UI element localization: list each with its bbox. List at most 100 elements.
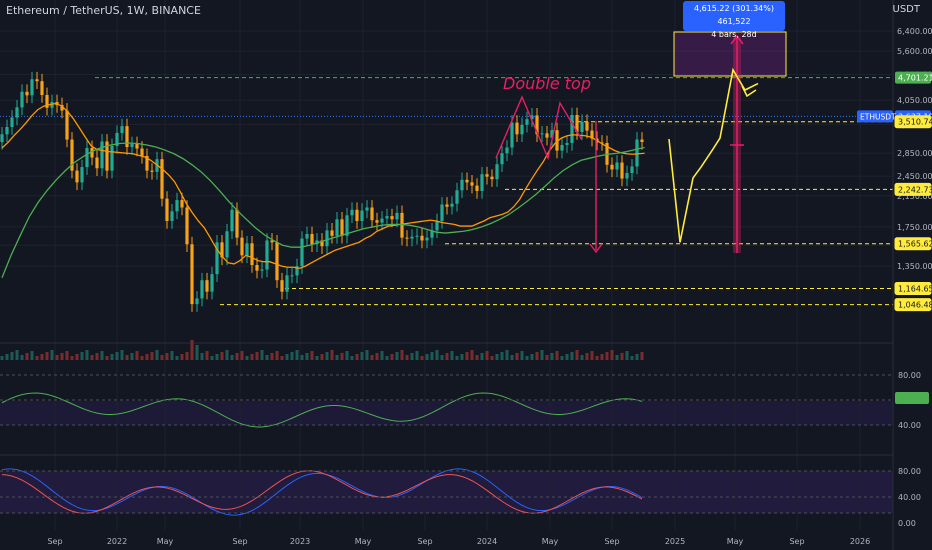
candle-body — [600, 142, 604, 144]
candle-body — [285, 275, 289, 292]
candle-body — [350, 209, 354, 216]
candle-body — [400, 212, 404, 238]
projection-path — [668, 67, 759, 243]
candle-body — [205, 280, 209, 292]
price-label-fill — [895, 282, 931, 295]
volume-bar — [135, 351, 139, 360]
volume-bar — [90, 355, 94, 360]
volume-bar — [25, 353, 29, 360]
candle-body — [610, 164, 614, 170]
volume-bar — [125, 355, 129, 360]
candle-body — [250, 243, 254, 266]
candle-body — [240, 237, 244, 256]
candle-body — [180, 200, 184, 208]
volume-bar — [255, 352, 259, 360]
candle-body — [515, 122, 519, 135]
volume-bar — [595, 356, 599, 360]
candle-body — [295, 266, 299, 276]
candle-body — [455, 190, 459, 204]
volume-bar — [455, 356, 459, 360]
candle-body — [385, 216, 389, 219]
volume-bar — [590, 351, 594, 360]
volume-bars — [0, 340, 644, 360]
candle-body — [95, 157, 99, 169]
candle-body — [130, 143, 134, 147]
candle-body — [50, 102, 54, 108]
candle-body — [325, 230, 329, 247]
volume-bar — [530, 354, 534, 360]
candle-body — [345, 215, 349, 236]
candle-body — [460, 179, 464, 191]
volume-bar — [280, 356, 284, 360]
volume-bar — [640, 352, 644, 360]
candle-body — [510, 122, 514, 148]
candle-body — [570, 115, 574, 143]
candle-body — [440, 204, 444, 221]
candle-body — [90, 148, 94, 158]
volume-bar — [610, 350, 614, 360]
candle-body — [140, 148, 144, 156]
volume-bar — [635, 354, 639, 360]
candle-body — [45, 94, 49, 108]
volume-bar — [575, 350, 579, 360]
candle-body — [210, 274, 214, 292]
volume-bar — [5, 354, 9, 360]
candle-body — [280, 280, 284, 292]
candle-body — [30, 79, 34, 96]
volume-bar — [50, 350, 54, 360]
oscillator-panes — [0, 374, 893, 516]
volume-bar — [440, 355, 444, 360]
candle-body — [215, 242, 219, 275]
candle-body — [575, 115, 579, 132]
volume-bar — [285, 354, 289, 360]
candle-body — [535, 115, 539, 135]
volume-bar — [155, 350, 159, 360]
candle-body — [105, 141, 109, 171]
drawing-annotations — [495, 31, 787, 254]
double-top-pattern — [495, 95, 583, 161]
volume-bar — [390, 354, 394, 360]
candle-body — [375, 220, 379, 223]
candle-body — [380, 218, 384, 223]
currency-label: USDT — [892, 4, 920, 15]
volume-bar — [15, 350, 19, 360]
price-label-fill — [895, 115, 931, 128]
candle-body — [625, 173, 629, 179]
osc-tick-label: 40.00 — [898, 421, 921, 430]
price-tick-label: 2,850.00 — [897, 149, 932, 158]
volume-bar — [400, 350, 404, 360]
volume-bar — [20, 355, 24, 360]
candle-body — [10, 117, 14, 128]
volume-bar — [65, 351, 69, 360]
volume-bar — [75, 354, 79, 360]
candle-body — [480, 174, 484, 191]
candle-body — [405, 237, 409, 239]
ma-orange-line — [1, 102, 645, 270]
candle-body — [475, 185, 479, 191]
candle-body — [185, 207, 189, 245]
volume-bar — [0, 356, 4, 360]
candle-body — [235, 209, 239, 238]
symbol-title: Ethereum / TetherUS, 1W, BINANCE — [6, 4, 201, 17]
candle-body — [415, 235, 419, 237]
candle-body — [190, 244, 194, 305]
price-tick-label: 5,600.00 — [897, 47, 932, 56]
candle-body — [430, 230, 434, 238]
candle-body — [115, 132, 119, 146]
candle-body — [530, 115, 534, 120]
measure-arrow-head — [730, 34, 744, 45]
candle-body — [615, 162, 619, 170]
volume-bar — [465, 352, 469, 360]
volume-bar — [215, 354, 219, 360]
ticker-tag-box — [857, 110, 893, 123]
osc-tick-label: 80.00 — [898, 467, 921, 476]
candle-body — [75, 170, 79, 183]
price-axis: 1,350.001,550.001,750.002,150.002,450.00… — [857, 0, 932, 550]
candle-body — [225, 231, 229, 258]
moving-averages — [1, 102, 645, 278]
candle-body — [580, 121, 584, 132]
volume-bar — [625, 351, 629, 360]
candle-body — [435, 220, 439, 231]
